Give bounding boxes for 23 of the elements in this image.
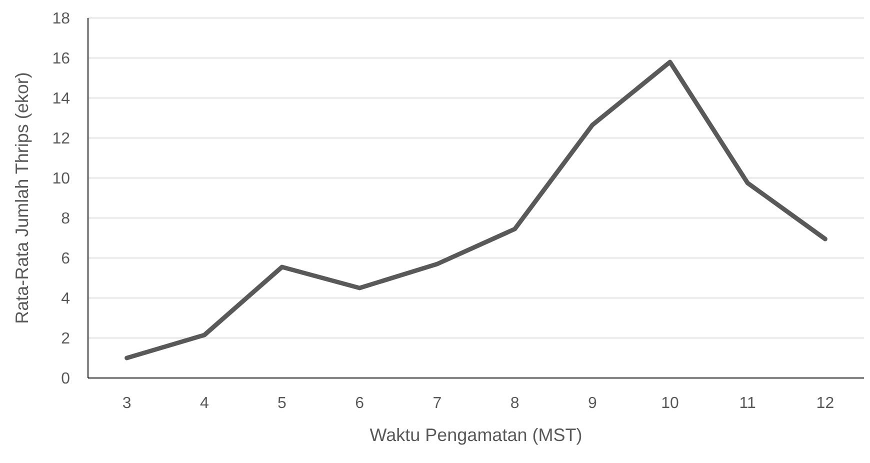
y-tick-label: 8	[61, 210, 70, 228]
x-tick-label: 6	[355, 395, 364, 412]
y-tick-label: 10	[52, 170, 70, 188]
x-tick-label: 10	[661, 395, 679, 412]
y-tick-label: 16	[52, 50, 70, 68]
x-tick-label: 5	[278, 395, 287, 412]
y-tick-label: 12	[52, 130, 70, 148]
x-tick-label: 4	[200, 395, 209, 412]
y-tick-label: 2	[61, 330, 70, 348]
x-tick-label: 3	[122, 395, 132, 412]
x-tick-label: 12	[816, 395, 834, 412]
x-tick-label: 8	[510, 395, 520, 412]
x-tick-label: 9	[588, 395, 597, 412]
y-tick-label: 4	[61, 290, 70, 308]
line-series	[124, 60, 828, 360]
x-axis-title: Waktu Pengamatan (MST)	[370, 425, 582, 445]
y-tick-label: 18	[52, 10, 70, 28]
x-tick-label: 7	[432, 395, 442, 412]
y-axis-title: Rata-Rata Jumlah Thrips (ekor)	[12, 72, 32, 324]
y-tick-label: 0	[61, 370, 70, 388]
x-tick-label: 11	[739, 395, 756, 412]
y-tick-label: 6	[61, 250, 70, 268]
y-tick-label: 14	[52, 90, 70, 108]
